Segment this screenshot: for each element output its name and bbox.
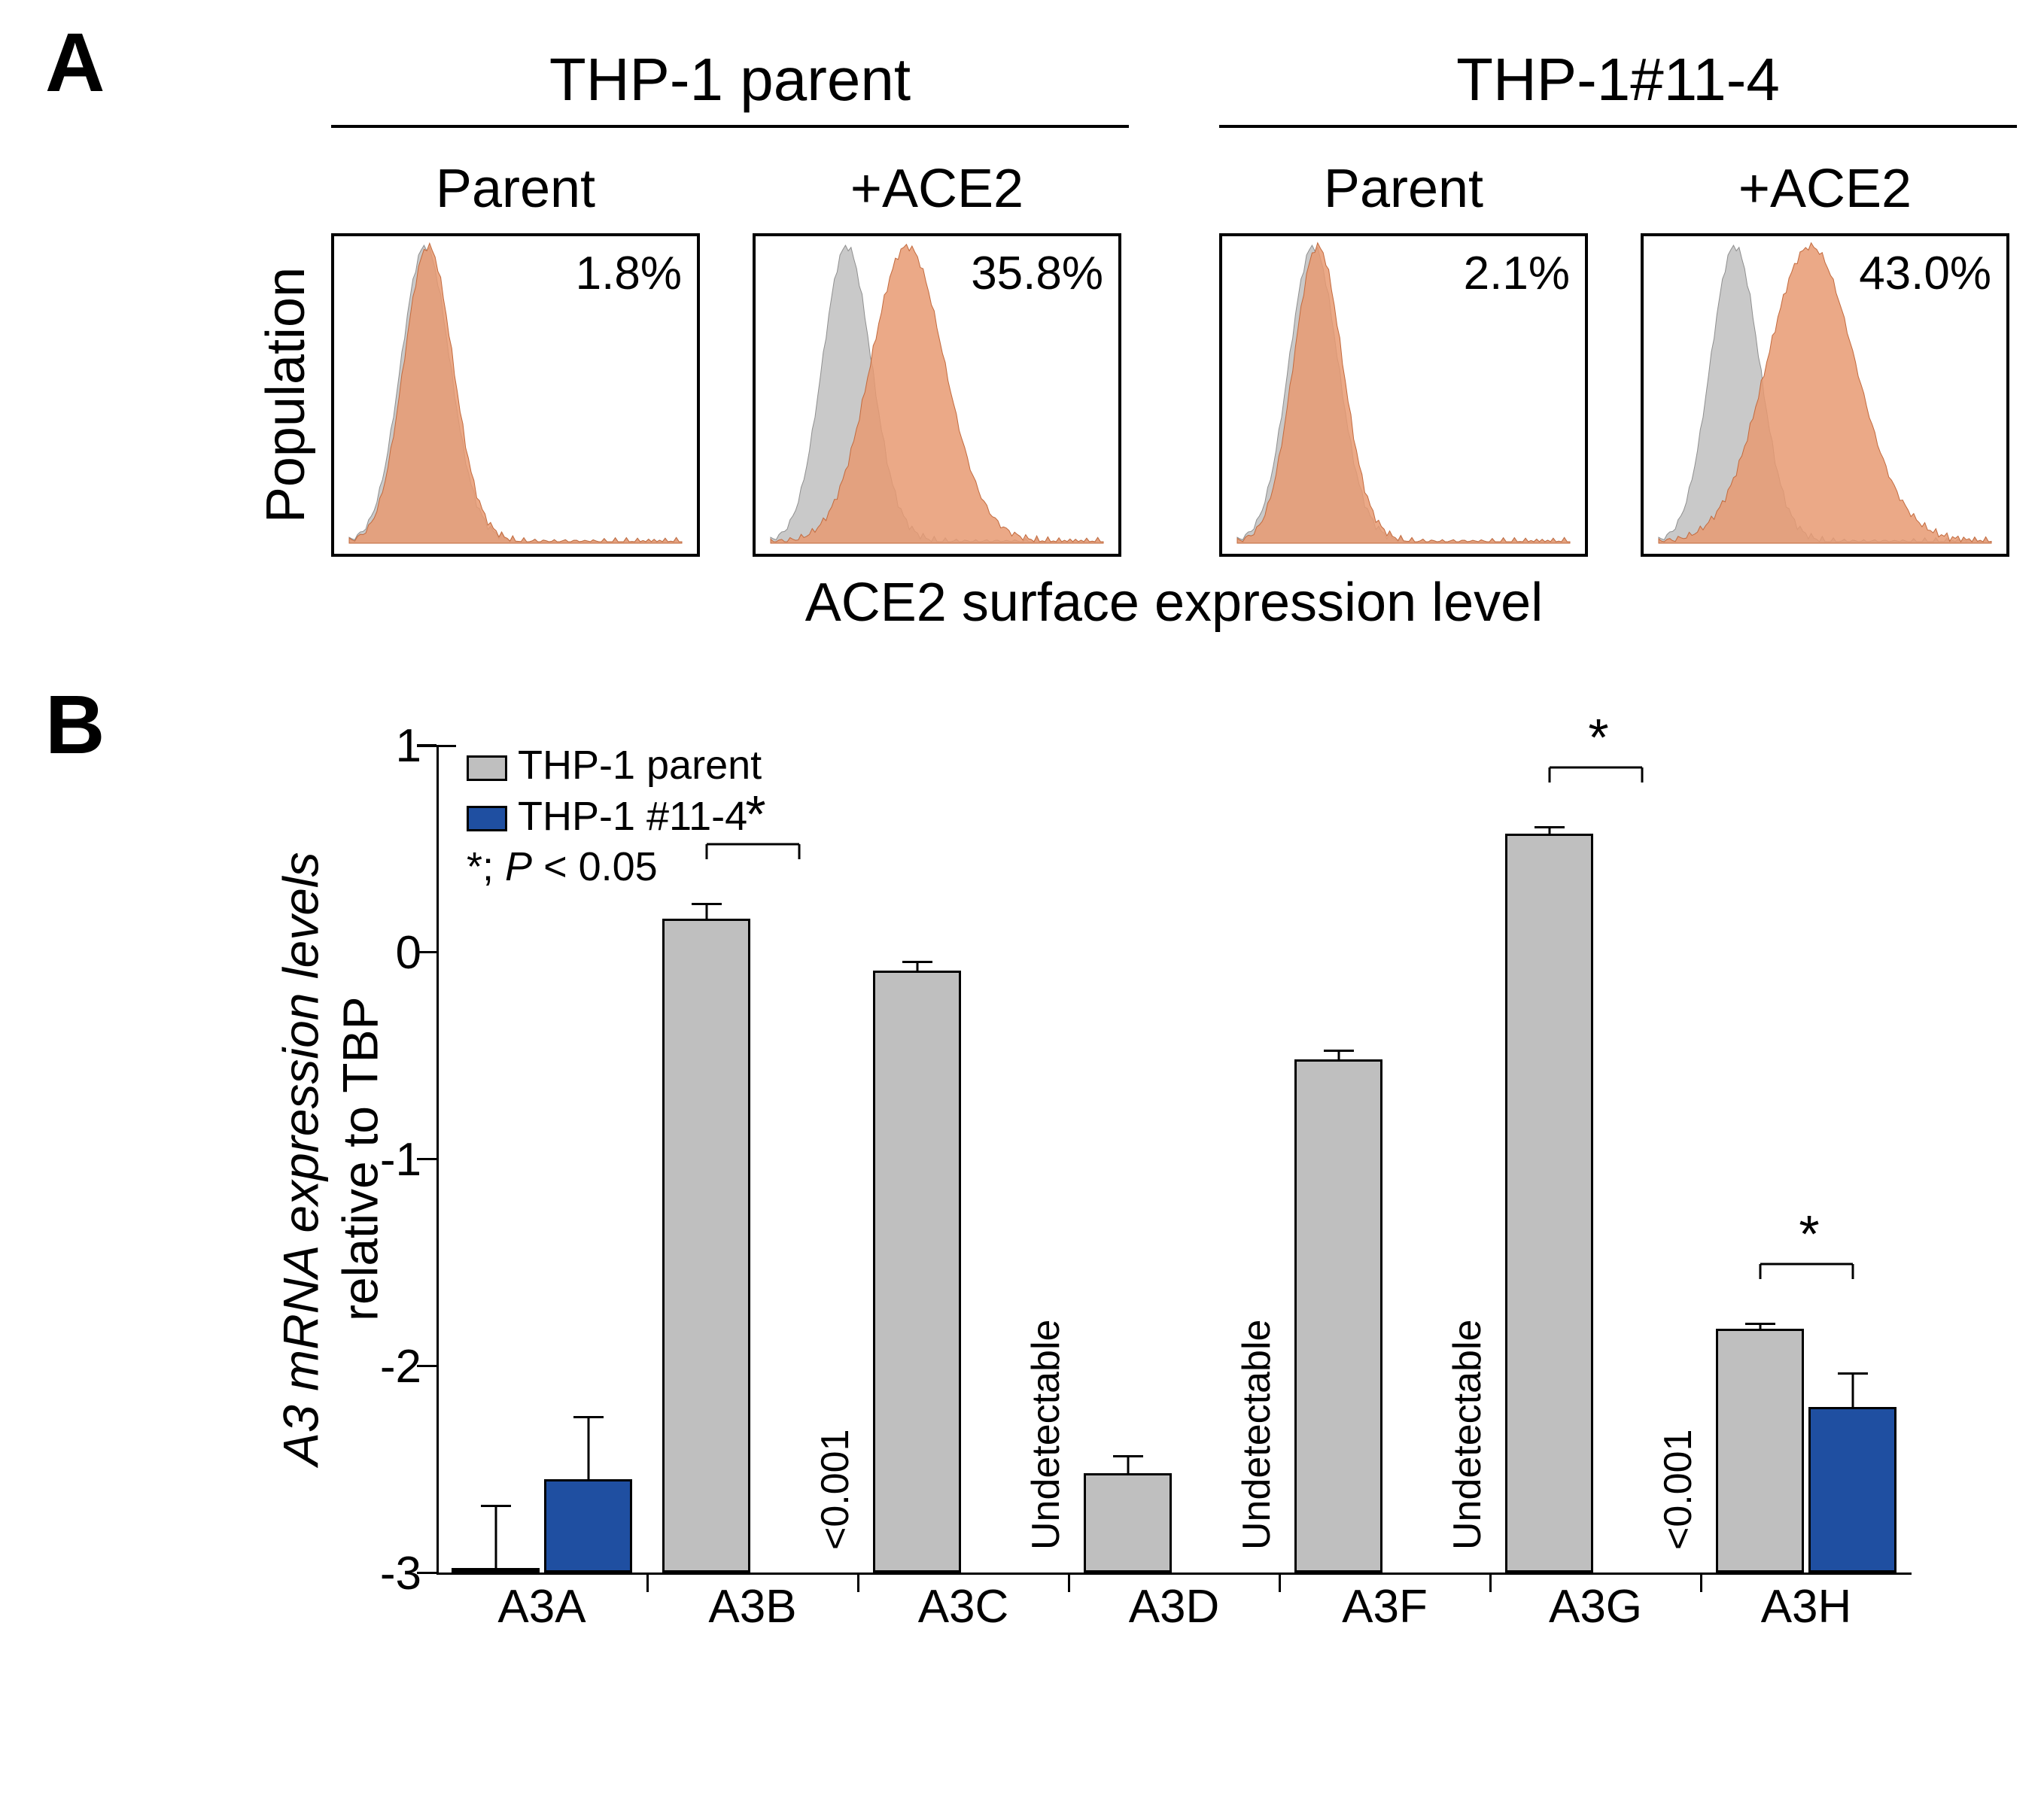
bar-parent bbox=[1294, 745, 1382, 1573]
error-cap bbox=[692, 903, 722, 905]
group-header: THP-1 parent bbox=[331, 45, 1129, 114]
bar-annotation: <0.001 bbox=[813, 1430, 858, 1551]
error-cap bbox=[573, 1416, 604, 1418]
panel-a-subheaders: Parent +ACE2 Parent +ACE2 bbox=[331, 158, 2017, 226]
x-tick-label: A3D bbox=[1084, 1580, 1264, 1633]
histogram-panel: 35.8% bbox=[753, 233, 1121, 557]
sig-star: * bbox=[741, 784, 771, 844]
histogram-svg bbox=[1222, 230, 1585, 548]
bar-annotation: Undetectable bbox=[1445, 1320, 1490, 1550]
error-whisker bbox=[587, 1418, 589, 1480]
y-axis-line bbox=[436, 745, 439, 1573]
histogram-svg-wrap bbox=[1644, 230, 2006, 554]
histogram-panel: 43.0% bbox=[1641, 233, 2009, 557]
bar-annotation: Undetectable bbox=[1234, 1320, 1279, 1550]
panel-a-subheader: +ACE2 bbox=[1641, 158, 2009, 220]
histogram-svg bbox=[756, 230, 1118, 548]
panel-b-letter: B bbox=[45, 677, 105, 773]
x-tick-label: A3A bbox=[452, 1580, 632, 1633]
bar-parent bbox=[1505, 745, 1593, 1573]
error-cap bbox=[1113, 1455, 1143, 1457]
error-cap bbox=[481, 1505, 511, 1507]
bar-rect bbox=[1716, 1329, 1804, 1573]
x-tick-label: A3B bbox=[662, 1580, 843, 1633]
x-tick-label: A3G bbox=[1505, 1580, 1686, 1633]
panel-a-letter: A bbox=[45, 15, 105, 111]
panel-a-group-headers: THP-1 parent THP-1#11-4 bbox=[331, 45, 2017, 150]
x-tick-mark bbox=[1489, 1573, 1492, 1592]
x-tick-mark bbox=[646, 1573, 649, 1592]
y-tick-label: -3 bbox=[331, 1547, 421, 1600]
bar-annotation: <0.001 bbox=[1656, 1430, 1701, 1551]
sig-star: * bbox=[1794, 1204, 1824, 1264]
panel-a-subheader: +ACE2 bbox=[753, 158, 1121, 220]
panel-a-subheader: Parent bbox=[1219, 158, 1588, 220]
error-cap bbox=[902, 961, 932, 963]
panel-b-plot: THP-1 parentTHP-1 #11-4*; P < 0.05<0.001… bbox=[436, 745, 1912, 1573]
y-tick-label: -1 bbox=[331, 1133, 421, 1187]
bar-rect bbox=[544, 1479, 632, 1573]
sig-star: * bbox=[1583, 707, 1614, 767]
histogram-svg bbox=[1644, 230, 2006, 548]
bar-rect bbox=[1505, 834, 1593, 1573]
x-axis-line bbox=[436, 1573, 1912, 1575]
bar-rect bbox=[1084, 1473, 1172, 1573]
panel-a-subheader: Parent bbox=[331, 158, 700, 220]
panel-a-y-label: Population bbox=[248, 233, 324, 557]
bar-parent bbox=[1716, 745, 1804, 1573]
group-header-underline bbox=[331, 125, 1129, 128]
histogram-svg-wrap bbox=[334, 230, 697, 554]
bar-ko bbox=[544, 745, 632, 1573]
panel-a-y-label-text: Population bbox=[255, 267, 317, 523]
y-tick-label: 1 bbox=[331, 719, 421, 773]
panel-b-chart: THP-1 parentTHP-1 #11-4*; P < 0.05<0.001… bbox=[436, 745, 1912, 1648]
bar-parent bbox=[452, 745, 540, 1573]
error-cap bbox=[1535, 826, 1565, 828]
x-tick-mark bbox=[857, 1573, 859, 1592]
error-cap bbox=[1324, 1050, 1354, 1052]
bar-rect bbox=[662, 919, 750, 1573]
error-whisker bbox=[1127, 1457, 1129, 1473]
error-whisker bbox=[705, 904, 707, 919]
x-tick-label: A3C bbox=[873, 1580, 1054, 1633]
x-tick-mark bbox=[1700, 1573, 1702, 1592]
y-tick-label: -2 bbox=[331, 1340, 421, 1393]
bar-rect bbox=[1808, 1407, 1896, 1573]
error-whisker bbox=[494, 1506, 497, 1573]
panel-b-y-label-italic: A3 mRNA expression levels bbox=[273, 852, 329, 1466]
error-whisker bbox=[1851, 1374, 1854, 1407]
bar-parent bbox=[873, 745, 961, 1573]
group-header: THP-1#11-4 bbox=[1219, 45, 2017, 114]
error-whisker bbox=[1337, 1051, 1340, 1059]
bar-annotation: Undetectable bbox=[1024, 1320, 1069, 1550]
bar-ko bbox=[1808, 745, 1896, 1573]
histogram-svg bbox=[334, 230, 697, 548]
bar-rect bbox=[873, 971, 961, 1573]
panel-b: B A3 mRNA expression levels relative to … bbox=[45, 677, 2002, 1776]
bar-rect bbox=[1294, 1059, 1382, 1573]
x-tick-label: A3H bbox=[1716, 1580, 1896, 1633]
error-whisker bbox=[1548, 828, 1550, 834]
histogram-svg-wrap bbox=[1222, 230, 1585, 554]
histogram-panel: 1.8% bbox=[331, 233, 700, 557]
histogram-svg-wrap bbox=[756, 230, 1118, 554]
x-tick-mark bbox=[1279, 1573, 1281, 1592]
error-cap bbox=[1838, 1372, 1868, 1375]
error-whisker bbox=[916, 962, 918, 971]
x-tick-label: A3F bbox=[1294, 1580, 1475, 1633]
error-cap bbox=[1745, 1323, 1775, 1325]
group-header-underline bbox=[1219, 125, 2017, 128]
histogram-panel: 2.1% bbox=[1219, 233, 1588, 557]
panel-a-hist-row: 1.8% 35.8% 2.1% 43.0% bbox=[331, 233, 2017, 557]
bar-parent bbox=[1084, 745, 1172, 1573]
panel-a-x-label: ACE2 surface expression level bbox=[331, 572, 2017, 634]
x-tick-mark bbox=[1068, 1573, 1070, 1592]
y-tick-label: 0 bbox=[331, 926, 421, 980]
